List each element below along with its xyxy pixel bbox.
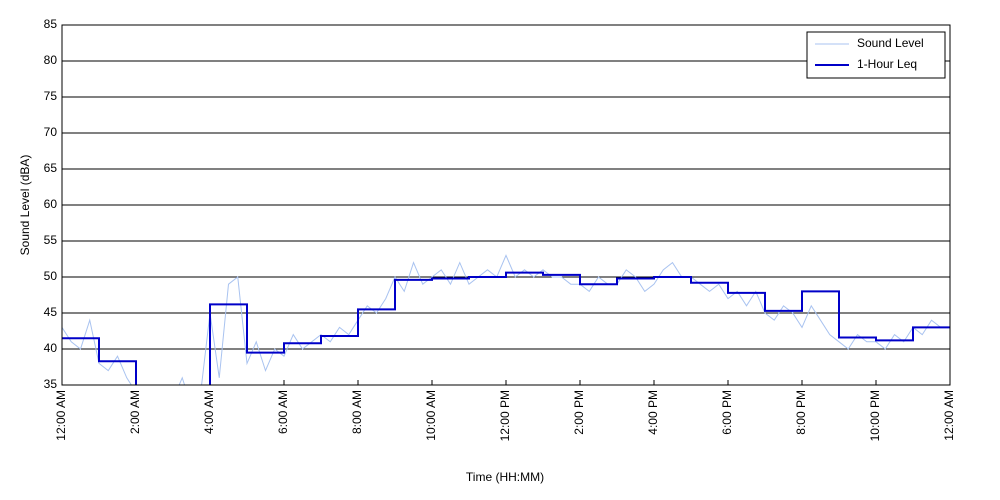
x-tick-label: 4:00 PM (646, 390, 660, 435)
y-tick-label: 75 (44, 89, 58, 103)
y-tick-label: 55 (44, 233, 58, 247)
x-tick-label: 2:00 AM (128, 390, 142, 434)
y-tick-label: 40 (44, 341, 58, 355)
x-tick-label: 12:00 AM (942, 390, 956, 441)
plot-frame (61, 24, 951, 386)
x-tick-label: 2:00 PM (572, 390, 586, 435)
y-tick-label: 65 (44, 161, 58, 175)
x-tick-label: 10:00 AM (424, 390, 438, 441)
x-tick-label: 10:00 PM (868, 390, 882, 441)
legend-label: 1-Hour Leq (857, 57, 917, 71)
x-tick-label: 12:00 PM (498, 390, 512, 441)
series-group (62, 254, 950, 385)
x-tick-label: 8:00 AM (350, 390, 364, 434)
y-axis-label: Sound Level (dBA) (18, 155, 32, 256)
y-tick-label: 70 (44, 125, 58, 139)
x-tick-label: 12:00 AM (54, 390, 68, 441)
legend-box (806, 31, 946, 79)
x-axis-label: Time (HH:MM) (466, 470, 544, 484)
x-tick-label: 6:00 AM (276, 390, 290, 434)
x-tick-label: 4:00 AM (202, 390, 216, 434)
line-series (62, 271, 950, 385)
legend-label: Sound Level (857, 36, 924, 50)
y-tick-label: 80 (44, 53, 58, 67)
x-tick-label: 8:00 PM (794, 390, 808, 435)
y-tick-label: 45 (44, 305, 58, 319)
y-tick-label: 60 (44, 197, 58, 211)
y-tick-label: 35 (44, 377, 58, 391)
y-tick-label: 50 (44, 269, 58, 283)
x-tick-label: 6:00 PM (720, 390, 734, 435)
y-tick-label: 85 (44, 17, 58, 31)
